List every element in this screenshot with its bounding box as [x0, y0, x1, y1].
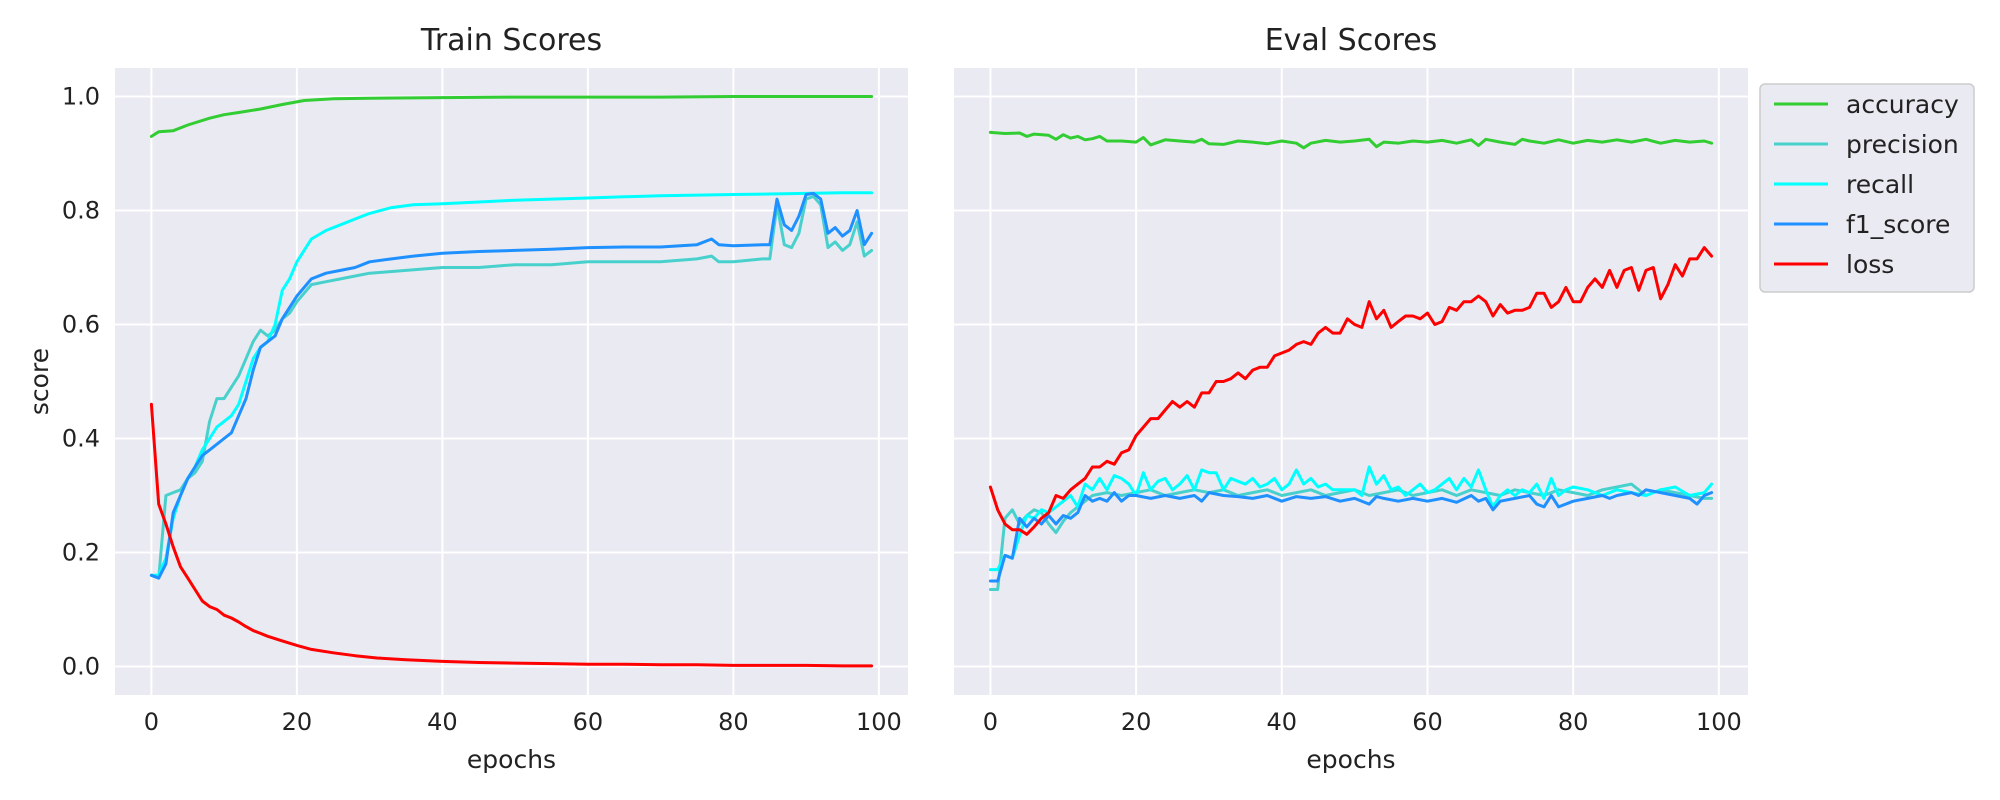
series-line-recall: [988, 465, 1714, 572]
series-line-f1-score: [149, 191, 874, 580]
plot-background: [954, 68, 1748, 695]
series-line-precision: [149, 194, 874, 580]
x-tick-label: 0: [144, 708, 159, 736]
x-tick-label: 0: [983, 708, 998, 736]
legend-label-precision: precision: [1846, 130, 1959, 159]
y-tick-label: 0.0: [62, 653, 100, 681]
series-line-loss: [988, 246, 1714, 536]
legend-label-recall: recall: [1846, 170, 1914, 199]
legend-label-f1-score: f1_score: [1846, 210, 1950, 239]
y-axis-label: score: [25, 348, 54, 415]
series-line-loss: [149, 402, 874, 668]
x-axis-label: epochs: [1306, 745, 1395, 774]
x-tick-label: 20: [1121, 708, 1152, 736]
x-tick-label: 40: [427, 708, 458, 736]
series-line-accuracy: [149, 95, 874, 138]
train-scores-panel: 0 20 40 60 80 100 0.0 0.2 0.4 0.6 0.8 1.0 Train Scor…: [25, 23, 908, 774]
x-tick-label: 100: [1696, 708, 1742, 736]
series-line-f1-score: [988, 488, 1714, 583]
x-tick-label: 60: [1412, 708, 1443, 736]
y-tick-label: 0.2: [62, 539, 100, 567]
x-tick-label: 100: [856, 708, 902, 736]
y-tick-label: 1.0: [62, 83, 100, 111]
x-tick-label: 80: [1558, 708, 1589, 736]
y-tick-label: 0.4: [62, 425, 100, 453]
y-tick-label: 0.6: [62, 311, 100, 339]
series-line-accuracy: [988, 130, 1714, 150]
x-tick-label: 40: [1267, 708, 1298, 736]
legend-label-loss: loss: [1846, 250, 1894, 279]
x-tick-label: 60: [573, 708, 604, 736]
eval-scores-panel: 0 20 40 60 80 100 Eval Scores epochs: [954, 23, 1748, 774]
chart-title: Train Scores: [420, 23, 602, 58]
y-tick-label: 0.8: [62, 197, 100, 225]
series-line-precision: [988, 482, 1714, 591]
x-tick-label: 80: [718, 708, 749, 736]
series-line-recall: [149, 191, 874, 577]
legend-frame: [1759, 83, 1975, 293]
x-axis-label: epochs: [467, 745, 556, 774]
legend-label-accuracy: accuracy: [1846, 90, 1959, 119]
chart-title: Eval Scores: [1265, 23, 1438, 58]
x-tick-label: 20: [282, 708, 313, 736]
